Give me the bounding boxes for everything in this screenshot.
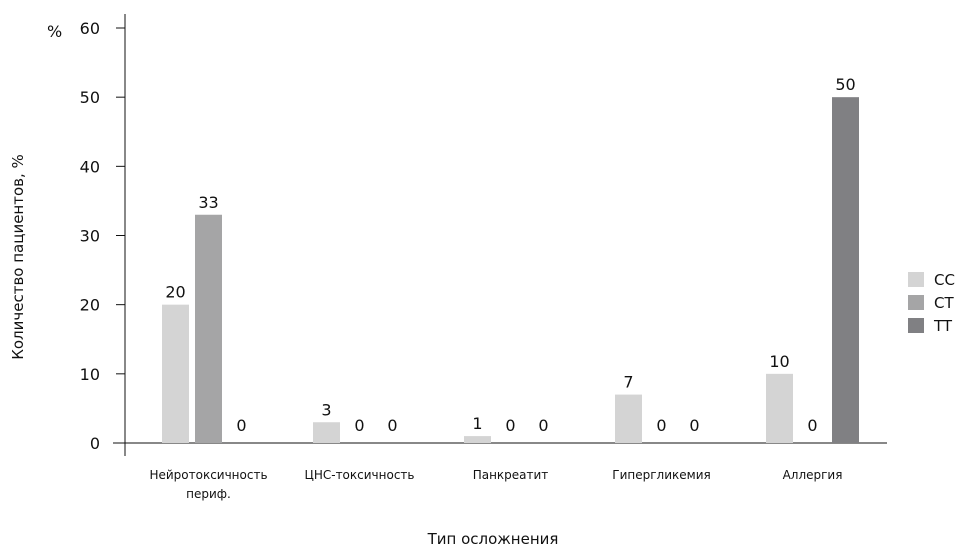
- y-tick-label: 0: [90, 434, 100, 453]
- category-label: Нейротоксичность: [149, 468, 267, 482]
- legend-label: CC: [934, 271, 955, 289]
- data-label: 0: [538, 416, 548, 435]
- y-tick-label: 40: [80, 157, 100, 176]
- y-tick-label: 60: [80, 19, 100, 38]
- bar-cc: [313, 422, 340, 443]
- data-label: 50: [835, 75, 855, 94]
- y-tick-label: 30: [80, 227, 100, 246]
- legend-label: CT: [934, 294, 954, 312]
- bar-cc: [464, 436, 491, 443]
- legend-swatch-ct: [908, 295, 924, 310]
- data-label: 1: [472, 414, 482, 433]
- data-label: 0: [387, 416, 397, 435]
- y-axis-title: Количество пациентов, %: [9, 154, 27, 360]
- legend-swatch-cc: [908, 272, 924, 287]
- category-label: Панкреатит: [473, 468, 549, 482]
- data-label: 7: [623, 373, 633, 392]
- data-label: 3: [321, 400, 331, 419]
- category-label: ЦНС-токсичность: [305, 468, 415, 482]
- bar-cc: [615, 394, 642, 443]
- legend-label: TT: [933, 317, 953, 335]
- y-tick-label: 50: [80, 88, 100, 107]
- legend-swatch-tt: [908, 318, 924, 333]
- category-label: Гипергликемия: [612, 468, 710, 482]
- bar-cc: [162, 304, 189, 443]
- category-labels: Нейротоксичность периф. ЦНС-токсичность Пан…: [149, 468, 842, 501]
- category-label: периф.: [186, 487, 231, 501]
- bar-tt: [832, 97, 859, 444]
- data-label: 0: [354, 416, 364, 435]
- y-tick-label: 20: [80, 296, 100, 315]
- y-tick-labels: 0 10 20 30 40 50 60: [80, 19, 125, 453]
- y-unit-label: %: [47, 22, 62, 41]
- bar-ct: [195, 214, 222, 443]
- x-axis-title: Тип осложнения: [427, 530, 559, 548]
- data-label: 0: [807, 416, 817, 435]
- y-tick-label: 10: [80, 365, 100, 384]
- data-label: 0: [505, 416, 515, 435]
- data-label: 0: [656, 416, 666, 435]
- data-label: 0: [236, 416, 246, 435]
- data-label: 33: [198, 193, 218, 212]
- bars: [162, 97, 859, 444]
- data-label: 10: [769, 352, 789, 371]
- bar-cc: [766, 373, 793, 443]
- data-label: 20: [165, 283, 185, 302]
- category-label: Аллергия: [783, 468, 843, 482]
- data-label: 0: [689, 416, 699, 435]
- legend: CC CT TT: [908, 271, 955, 335]
